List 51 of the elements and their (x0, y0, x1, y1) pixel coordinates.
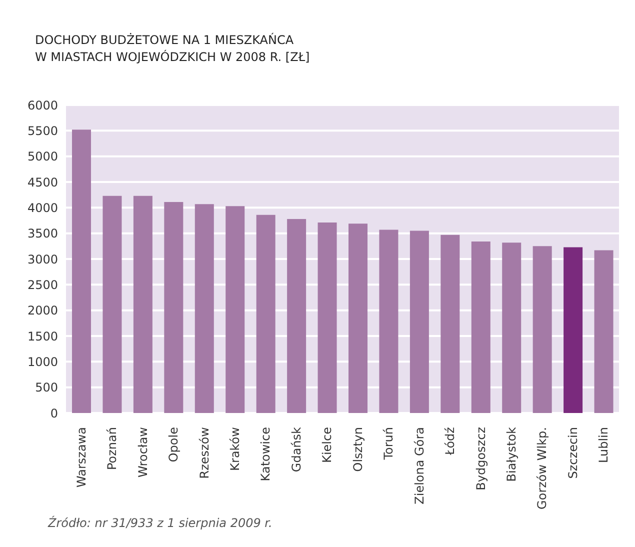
bar (72, 130, 91, 413)
bar (287, 218, 306, 413)
text: Źródło: nr 31/933 z 1 sierpnia 2009 r. (48, 516, 272, 530)
y-tick-label: 6000 (27, 98, 58, 112)
x-tick-label: Rzeszów (197, 426, 212, 479)
x-tick-label: Białystok (504, 426, 518, 482)
bar (379, 230, 398, 413)
y-tick-label: 4500 (27, 175, 58, 190)
y-tick-label: 3500 (27, 226, 58, 241)
x-tick-label: Gdańsk (289, 426, 304, 472)
x-tick-label: Kielce (320, 427, 334, 463)
x-tick-label: Zielona Góra (412, 427, 426, 504)
x-tick-label: Warszawa (74, 427, 88, 488)
x-tick-label: Łódź (443, 427, 458, 456)
bar (226, 206, 245, 413)
x-tick-label: Lublin (596, 427, 611, 463)
y-tick-label: 1500 (27, 329, 58, 344)
x-tick-label: Olsztyn (350, 427, 365, 472)
y-tick-label: 2000 (27, 304, 58, 318)
y-tick-label: 5500 (27, 124, 58, 138)
bar (532, 246, 552, 413)
x-tick-label: Opole (166, 427, 181, 462)
bar (502, 242, 522, 413)
x-tick-label: Bydgoszcz (474, 427, 488, 490)
x-tick-label: Kraków (228, 426, 242, 471)
bar (440, 234, 460, 413)
y-tick-label: 500 (35, 380, 58, 395)
bar (318, 222, 337, 413)
bar (164, 202, 184, 413)
x-tick-label: Szczecin (566, 427, 580, 479)
chart-title: DOCHODY BUDŻETOWE NA 1 MIESZKAŃCA W MIASTACH WOJEWÓDZKICH W 2008 R. [ZŁ] (35, 32, 310, 66)
y-tick-label: 5000 (27, 150, 58, 164)
y-tick-label: 1000 (27, 354, 58, 369)
bar (102, 196, 122, 413)
x-tick-label: Toruń (382, 427, 396, 461)
y-tick-label: 0 (50, 406, 58, 420)
bar (564, 247, 583, 413)
x-tick-label: Katowice (258, 427, 273, 482)
x-tick-label: Poznań (105, 427, 120, 470)
bar (133, 196, 152, 413)
x-tick-label: Gorzów Wlkp. (535, 427, 550, 510)
x-tick-label: Wrocław (136, 426, 150, 478)
y-tick-label: 2500 (27, 278, 58, 292)
bar (348, 224, 368, 413)
bar (410, 230, 429, 413)
y-tick-label: 3000 (27, 252, 58, 266)
bar (471, 242, 490, 413)
y-tick-label: 4000 (27, 200, 58, 215)
bar (594, 250, 614, 413)
bar (194, 204, 214, 413)
bar (256, 214, 276, 413)
